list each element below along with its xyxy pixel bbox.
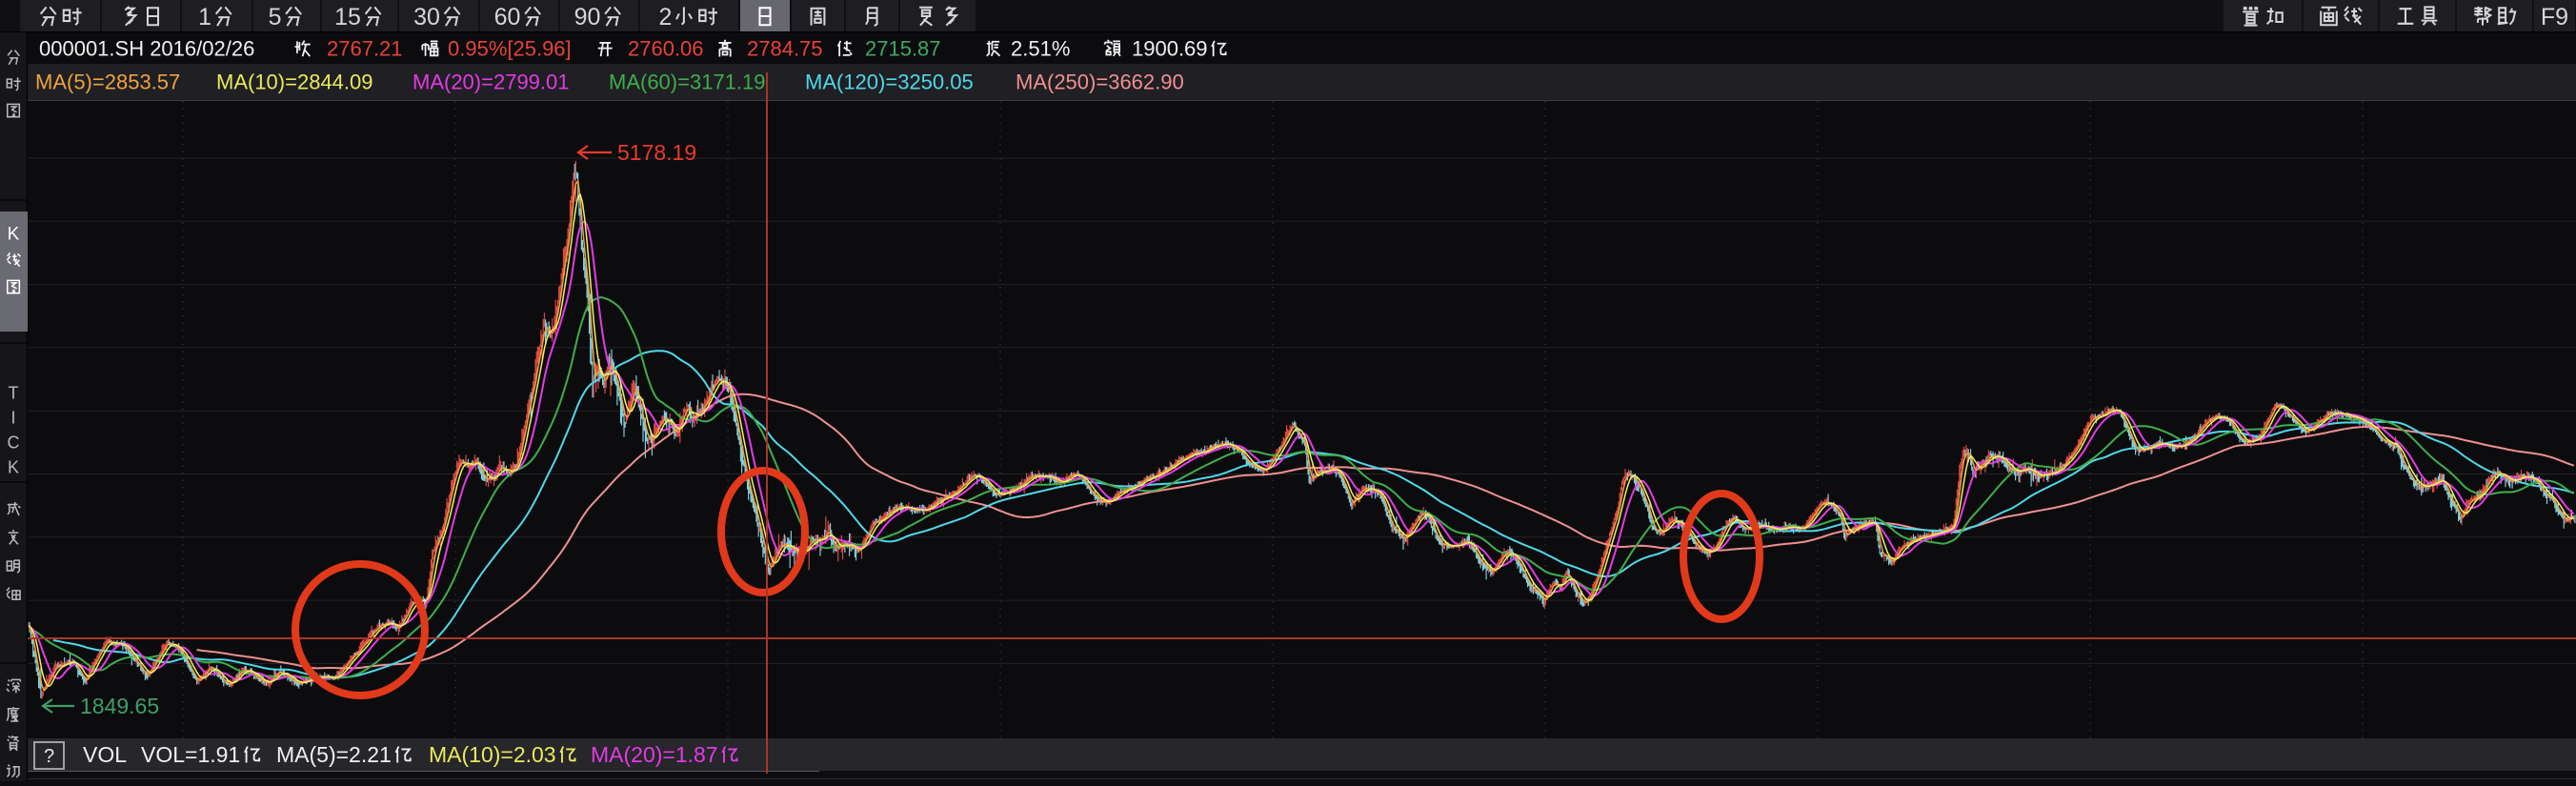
svg-text:60: 60 xyxy=(494,4,521,30)
svg-text:2715.87: 2715.87 xyxy=(865,37,941,61)
svg-text:1: 1 xyxy=(198,4,211,30)
svg-text:K: K xyxy=(8,457,19,476)
svg-text:T: T xyxy=(9,383,19,402)
svg-text:2767.21: 2767.21 xyxy=(327,37,403,61)
svg-text:MA(250)=3662.90: MA(250)=3662.90 xyxy=(1016,71,1184,94)
svg-text:VOL=1.91: VOL=1.91 xyxy=(141,742,240,767)
svg-text:MA(5)=2.21: MA(5)=2.21 xyxy=(276,742,392,767)
svg-text:MA(20)=1.87: MA(20)=1.87 xyxy=(591,742,718,767)
svg-text:MA(60)=3171.19: MA(60)=3171.19 xyxy=(609,71,766,94)
svg-text:000001.SH 2016/02/26: 000001.SH 2016/02/26 xyxy=(39,37,254,61)
svg-text:2: 2 xyxy=(659,4,673,30)
svg-text:MA(5)=2853.57: MA(5)=2853.57 xyxy=(35,71,180,94)
svg-text:?: ? xyxy=(44,746,54,767)
svg-text:5: 5 xyxy=(269,4,282,30)
svg-text:0.95%[25.96]: 0.95%[25.96] xyxy=(448,37,572,61)
svg-text:I: I xyxy=(10,408,15,427)
svg-text:30: 30 xyxy=(413,4,440,30)
svg-text:MA(20)=2799.01: MA(20)=2799.01 xyxy=(413,71,570,94)
svg-text:1900.69: 1900.69 xyxy=(1132,37,1208,61)
svg-text:C: C xyxy=(8,433,20,452)
svg-text:VOL: VOL xyxy=(83,742,127,767)
svg-text:90: 90 xyxy=(574,4,601,30)
svg-text:2760.06: 2760.06 xyxy=(628,37,704,61)
svg-text:MA(120)=3250.05: MA(120)=3250.05 xyxy=(805,71,974,94)
svg-text:5178.19: 5178.19 xyxy=(617,140,696,165)
svg-text:1849.65: 1849.65 xyxy=(80,694,159,718)
svg-text:MA(10)=2.03: MA(10)=2.03 xyxy=(429,742,556,767)
svg-text:MA(10)=2844.09: MA(10)=2844.09 xyxy=(216,71,373,94)
svg-text:K: K xyxy=(8,225,20,245)
svg-text:15: 15 xyxy=(334,4,361,30)
svg-text:F9: F9 xyxy=(2541,4,2568,30)
svg-text:2784.75: 2784.75 xyxy=(747,37,823,61)
svg-text:2.51%: 2.51% xyxy=(1011,37,1070,61)
